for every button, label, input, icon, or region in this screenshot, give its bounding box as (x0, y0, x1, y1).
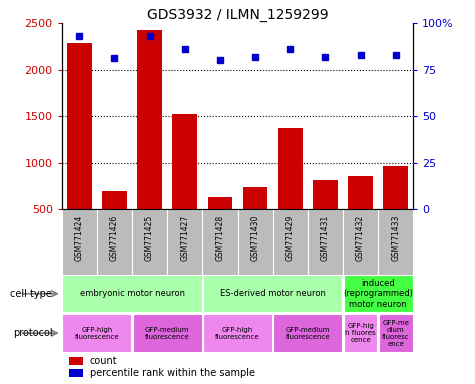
Text: cell type: cell type (10, 289, 52, 299)
Bar (278, 128, 303, 256)
Bar (203, 275, 342, 312)
Bar (62, 314, 132, 353)
Bar (343, 314, 378, 353)
Bar (238, 209, 273, 275)
Text: GSM771429: GSM771429 (286, 215, 294, 261)
Text: GFP-me
dium
fluoresc
ence: GFP-me dium fluoresc ence (382, 319, 409, 347)
Bar (172, 114, 197, 256)
Bar (383, 166, 408, 256)
Bar (308, 209, 343, 275)
Bar (273, 209, 308, 275)
Text: GSM771427: GSM771427 (180, 215, 189, 261)
Text: GFP-high
fluorescence: GFP-high fluorescence (215, 327, 260, 339)
Text: GFP-hig
h fluores
cence: GFP-hig h fluores cence (345, 323, 376, 343)
Text: count: count (90, 356, 117, 366)
Bar (343, 209, 378, 275)
Bar (62, 209, 97, 275)
Text: GSM771424: GSM771424 (75, 215, 84, 261)
Title: GDS3932 / ILMN_1259299: GDS3932 / ILMN_1259299 (147, 8, 328, 22)
Bar (67, 43, 92, 256)
Bar (137, 30, 162, 256)
Bar (273, 314, 342, 353)
Bar (203, 314, 272, 353)
Bar (133, 314, 202, 353)
Bar (343, 275, 413, 312)
Bar (313, 180, 338, 256)
Text: GSM771426: GSM771426 (110, 215, 119, 261)
Text: percentile rank within the sample: percentile rank within the sample (90, 368, 255, 379)
Text: GSM771430: GSM771430 (251, 215, 259, 261)
Text: GSM771428: GSM771428 (216, 215, 224, 261)
Bar (97, 209, 132, 275)
Text: GSM771425: GSM771425 (145, 215, 154, 261)
Text: GFP-high
fluorescence: GFP-high fluorescence (75, 327, 119, 339)
Text: GFP-medium
fluorescence: GFP-medium fluorescence (285, 327, 330, 339)
Bar (69, 369, 83, 377)
Text: GSM771432: GSM771432 (356, 215, 365, 261)
Bar (208, 197, 232, 256)
Bar (167, 209, 202, 275)
Bar (379, 314, 413, 353)
Text: protocol: protocol (13, 328, 52, 338)
Text: GFP-medium
fluorescence: GFP-medium fluorescence (145, 327, 190, 339)
Bar (132, 209, 167, 275)
Text: GSM771431: GSM771431 (321, 215, 330, 261)
Bar (378, 209, 413, 275)
Bar (102, 191, 127, 256)
Text: GSM771433: GSM771433 (391, 215, 400, 261)
Text: embryonic motor neuron: embryonic motor neuron (79, 289, 185, 298)
Bar (348, 176, 373, 256)
Bar (62, 275, 202, 312)
Bar (69, 357, 83, 366)
Bar (202, 209, 238, 275)
Text: induced
(reprogrammed)
motor neuron: induced (reprogrammed) motor neuron (343, 279, 413, 309)
Bar (243, 187, 267, 256)
Text: ES-derived motor neuron: ES-derived motor neuron (220, 289, 325, 298)
